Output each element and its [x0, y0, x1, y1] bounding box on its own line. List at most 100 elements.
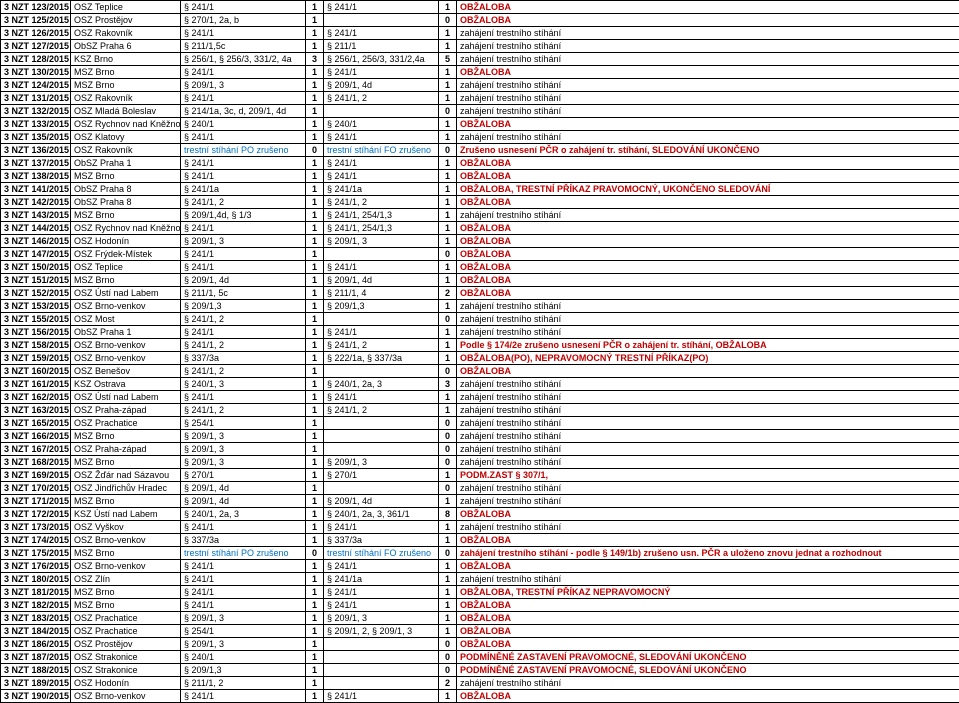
cell-c6: zahájení trestního stíhání — [457, 53, 959, 66]
cell-c2: § 270/1 — [181, 469, 306, 482]
cell-c6: OBŽALOBA — [457, 235, 959, 248]
cell-c3: 1 — [306, 625, 324, 638]
table-row: 3 NZT 166/2015MSZ Brno§ 209/1, 310zaháje… — [1, 430, 959, 443]
cell-c5: 0 — [439, 456, 457, 469]
cell-c4: § 241/1 — [324, 326, 439, 339]
cell-c1: OSZ Strakonice — [71, 664, 181, 677]
cell-c5: 1 — [439, 27, 457, 40]
cell-c5: 1 — [439, 1, 457, 14]
cell-c4: § 241/1, 2 — [324, 196, 439, 209]
cell-c4: § 209/1, 3 — [324, 456, 439, 469]
cell-c6: OBŽALOBA — [457, 690, 959, 703]
cell-c5: 0 — [439, 105, 457, 118]
cell-c5: 1 — [439, 40, 457, 53]
cell-c1: OSZ Ústí nad Labem — [71, 391, 181, 404]
cell-c4 — [324, 651, 439, 664]
cell-c6: zahájení trestního stíhání - podle § 149… — [457, 547, 959, 560]
cell-c3: 1 — [306, 170, 324, 183]
table-row: 3 NZT 173/2015OSZ Vyškov§ 241/11§ 241/11… — [1, 521, 959, 534]
cell-c4: § 241/1 — [324, 27, 439, 40]
cell-c3: 1 — [306, 430, 324, 443]
cell-c0: 3 NZT 124/2015 — [1, 79, 71, 92]
cell-c1: OSZ Klatovy — [71, 131, 181, 144]
cell-c0: 3 NZT 147/2015 — [1, 248, 71, 261]
cell-c0: 3 NZT 189/2015 — [1, 677, 71, 690]
cell-c2: § 209/1, 3 — [181, 79, 306, 92]
cell-c4: § 256/1, 256/3, 331/2,4a — [324, 53, 439, 66]
cell-c3: 1 — [306, 482, 324, 495]
cell-c0: 3 NZT 127/2015 — [1, 40, 71, 53]
cell-c2: § 209/1, 4d — [181, 482, 306, 495]
cell-c4: § 240/1, 2a, 3 — [324, 378, 439, 391]
cell-c1: OSZ Vyškov — [71, 521, 181, 534]
cell-c6: OBŽALOBA — [457, 1, 959, 14]
cell-c5: 1 — [439, 209, 457, 222]
cell-c3: 1 — [306, 612, 324, 625]
cell-c1: MSZ Brno — [71, 599, 181, 612]
cell-c5: 1 — [439, 625, 457, 638]
cell-c3: 1 — [306, 14, 324, 27]
cell-c6: zahájení trestního stíhání — [457, 378, 959, 391]
cell-c2: § 211/1, 2 — [181, 677, 306, 690]
cell-c1: OSZ Prostějov — [71, 14, 181, 27]
cell-c2: § 241/1a — [181, 183, 306, 196]
table-row: 3 NZT 130/2015MSZ Brno§ 241/11§ 241/11OB… — [1, 66, 959, 79]
cell-c0: 3 NZT 167/2015 — [1, 443, 71, 456]
cell-c0: 3 NZT 162/2015 — [1, 391, 71, 404]
cell-c2: § 209/1,4d, § 1/3 — [181, 209, 306, 222]
cell-c3: 1 — [306, 105, 324, 118]
cell-c6: OBŽALOBA — [457, 222, 959, 235]
cell-c6: PODMÍNĚNÉ ZASTAVENÍ PRAVOMOCNÉ, SLEDOVÁN… — [457, 651, 959, 664]
cell-c1: OSZ Praha-západ — [71, 443, 181, 456]
table-row: 3 NZT 170/2015OSZ Jindřichův Hradec§ 209… — [1, 482, 959, 495]
cell-c6: zahájení trestního stíhání — [457, 79, 959, 92]
cell-c2: § 209/1, 4d — [181, 495, 306, 508]
cell-c3: 1 — [306, 521, 324, 534]
cell-c4: § 241/1 — [324, 66, 439, 79]
cell-c5: 1 — [439, 599, 457, 612]
cell-c1: OSZ Prachatice — [71, 625, 181, 638]
cell-c6: zahájení trestního stíhání — [457, 495, 959, 508]
cell-c2: trestní stíhání PO zrušeno — [181, 547, 306, 560]
table-row: 3 NZT 175/2015MSZ Brnotrestní stíhání PO… — [1, 547, 959, 560]
table-row: 3 NZT 136/2015OSZ Rakovníktrestní stíhán… — [1, 144, 959, 157]
table-row: 3 NZT 137/2015ObSZ Praha 1§ 241/11§ 241/… — [1, 157, 959, 170]
cell-c4: § 241/1 — [324, 560, 439, 573]
cell-c3: 1 — [306, 638, 324, 651]
cell-c3: 1 — [306, 222, 324, 235]
cell-c0: 3 NZT 123/2015 — [1, 1, 71, 14]
cell-c4: § 241/1 — [324, 690, 439, 703]
cell-c6: OBŽALOBA — [457, 287, 959, 300]
cell-c3: 1 — [306, 495, 324, 508]
cell-c5: 1 — [439, 170, 457, 183]
cell-c4: § 209/1, 4d — [324, 79, 439, 92]
cell-c0: 3 NZT 170/2015 — [1, 482, 71, 495]
cell-c0: 3 NZT 130/2015 — [1, 66, 71, 79]
cell-c4: § 211/1, 4 — [324, 287, 439, 300]
table-row: 3 NZT 135/2015OSZ Klatovy§ 241/11§ 241/1… — [1, 131, 959, 144]
table-row: 3 NZT 171/2015MSZ Brno§ 209/1, 4d1§ 209/… — [1, 495, 959, 508]
cell-c3: 1 — [306, 300, 324, 313]
cell-c3: 1 — [306, 443, 324, 456]
cell-c0: 3 NZT 188/2015 — [1, 664, 71, 677]
cell-c1: OSZ Hodonín — [71, 677, 181, 690]
cell-c4: § 209/1, 2, § 209/1, 3 — [324, 625, 439, 638]
cell-c1: OSZ Ústí nad Labem — [71, 287, 181, 300]
cell-c4: § 241/1 — [324, 131, 439, 144]
cell-c2: § 337/3a — [181, 352, 306, 365]
cell-c4: § 211/1 — [324, 40, 439, 53]
cell-c6: OBŽALOBA — [457, 508, 959, 521]
cell-c2: § 254/1 — [181, 417, 306, 430]
cell-c0: 3 NZT 173/2015 — [1, 521, 71, 534]
cell-c3: 1 — [306, 508, 324, 521]
cell-c6: OBŽALOBA, TRESTNÍ PŘÍKAZ NEPRAVOMOCNÝ — [457, 586, 959, 599]
table-row: 3 NZT 161/2015KSZ Ostrava§ 240/1, 31§ 24… — [1, 378, 959, 391]
cell-c4: § 241/1, 2 — [324, 92, 439, 105]
cell-c1: ObSZ Praha 6 — [71, 40, 181, 53]
cell-c1: OSZ Jindřichův Hradec — [71, 482, 181, 495]
cell-c1: OSZ Frýdek-Místek — [71, 248, 181, 261]
cell-c4: § 241/1a — [324, 183, 439, 196]
cell-c5: 1 — [439, 534, 457, 547]
cell-c5: 0 — [439, 14, 457, 27]
cell-c4: § 209/1,3 — [324, 300, 439, 313]
